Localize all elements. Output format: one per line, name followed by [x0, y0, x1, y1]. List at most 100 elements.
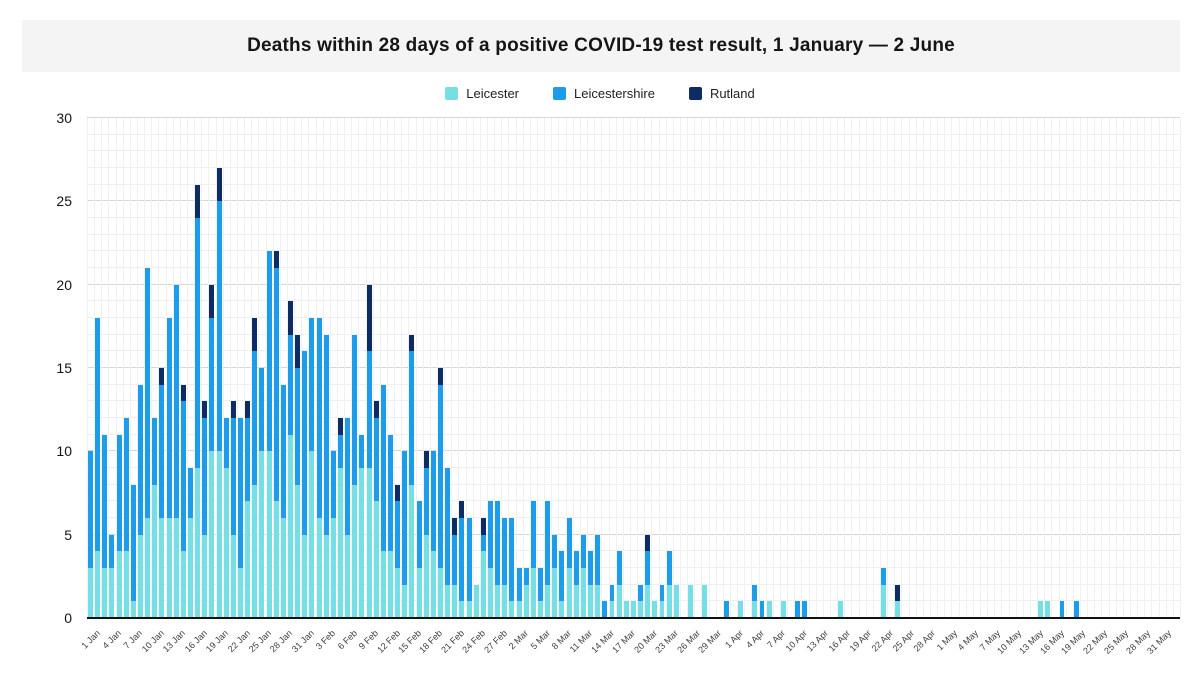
bar-29-jan[interactable] — [288, 301, 293, 618]
bar-18-mar[interactable] — [630, 601, 636, 618]
bar-28-mar[interactable] — [702, 584, 708, 618]
bar-1-mar[interactable] — [509, 518, 515, 618]
bar-7-mar[interactable] — [552, 534, 558, 618]
bar-6-feb[interactable] — [345, 418, 351, 618]
bar-23-mar[interactable] — [666, 551, 672, 618]
bar-16-mar[interactable] — [616, 551, 622, 618]
bar-6-mar[interactable] — [545, 501, 551, 618]
bar-31-mar[interactable] — [723, 601, 729, 618]
bar-11-jan[interactable] — [159, 368, 165, 618]
bar-13-jan[interactable] — [173, 284, 179, 618]
bar-4-jan[interactable] — [109, 534, 115, 618]
bar-21-mar[interactable] — [652, 601, 658, 618]
bar-19-mar[interactable] — [638, 584, 643, 618]
bar-14-may[interactable] — [1038, 601, 1044, 618]
bar-4-feb[interactable] — [330, 451, 336, 618]
bar-13-mar[interactable] — [595, 534, 601, 618]
bar-26-feb[interactable] — [488, 501, 493, 618]
bar-28-feb[interactable] — [502, 518, 508, 618]
bar-19-may[interactable] — [1073, 601, 1079, 618]
bar-27-feb[interactable] — [495, 501, 501, 618]
bar-14-mar[interactable] — [602, 601, 608, 618]
bar-18-jan[interactable] — [209, 284, 215, 618]
bar-12-feb[interactable] — [388, 434, 393, 618]
bar-9-jan[interactable] — [145, 268, 151, 618]
bar-8-mar[interactable] — [559, 551, 565, 618]
bar-17-jan[interactable] — [202, 401, 208, 618]
bar-20-jan[interactable] — [223, 418, 229, 618]
bar-12-jan[interactable] — [166, 318, 172, 618]
legend-item-rutland[interactable]: Rutland — [688, 86, 755, 101]
bar-7-feb[interactable] — [352, 334, 358, 618]
bar-6-apr[interactable] — [766, 601, 772, 618]
bar-24-apr[interactable] — [895, 584, 901, 618]
bar-16-apr[interactable] — [838, 601, 844, 618]
bar-14-feb[interactable] — [402, 451, 408, 618]
bar-3-jan[interactable] — [102, 434, 108, 618]
legend-item-leicestershire[interactable]: Leicestershire — [553, 86, 655, 101]
bar-16-jan[interactable] — [195, 184, 201, 618]
bar-22-mar[interactable] — [659, 584, 665, 618]
bar-6-jan[interactable] — [123, 418, 129, 618]
bar-1-jan[interactable] — [88, 451, 93, 618]
bar-22-jan[interactable] — [238, 418, 243, 618]
bar-8-feb[interactable] — [359, 434, 365, 618]
bar-22-feb[interactable] — [459, 501, 465, 618]
bar-26-jan[interactable] — [266, 251, 272, 618]
bar-15-may[interactable] — [1045, 601, 1051, 618]
bar-2-feb[interactable] — [316, 318, 322, 618]
bar-8-jan[interactable] — [138, 384, 143, 618]
bar-10-feb[interactable] — [373, 401, 379, 618]
bar-12-mar[interactable] — [588, 551, 593, 618]
bar-15-feb[interactable] — [409, 334, 415, 618]
bar-25-jan[interactable] — [259, 368, 265, 618]
bar-27-jan[interactable] — [273, 251, 279, 618]
bar-5-feb[interactable] — [338, 418, 343, 618]
bar-19-jan[interactable] — [216, 168, 222, 618]
bar-17-may[interactable] — [1059, 601, 1065, 618]
bar-23-feb[interactable] — [466, 518, 472, 618]
bar-13-feb[interactable] — [395, 484, 401, 618]
bar-16-feb[interactable] — [416, 501, 422, 618]
bar-20-mar[interactable] — [645, 534, 651, 618]
bar-5-jan[interactable] — [116, 434, 122, 618]
bar-10-jan[interactable] — [152, 418, 158, 618]
bar-19-feb[interactable] — [438, 368, 443, 618]
bar-26-mar[interactable] — [688, 584, 694, 618]
bar-1-feb[interactable] — [309, 318, 315, 618]
bar-24-feb[interactable] — [473, 584, 479, 618]
bar-28-jan[interactable] — [280, 384, 286, 618]
bar-15-jan[interactable] — [188, 468, 193, 618]
bar-4-mar[interactable] — [530, 501, 536, 618]
bar-2-apr[interactable] — [738, 601, 744, 618]
legend-item-leicester[interactable]: Leicester — [445, 86, 519, 101]
bar-20-feb[interactable] — [445, 468, 451, 618]
bar-14-jan[interactable] — [180, 384, 186, 618]
bar-3-feb[interactable] — [323, 334, 329, 618]
bar-15-mar[interactable] — [609, 584, 615, 618]
bar-24-jan[interactable] — [252, 318, 258, 618]
bar-22-apr[interactable] — [880, 568, 886, 618]
bar-17-feb[interactable] — [423, 451, 429, 618]
bar-8-apr[interactable] — [780, 601, 786, 618]
bar-5-mar[interactable] — [538, 568, 543, 618]
bar-2-mar[interactable] — [516, 568, 522, 618]
bar-5-apr[interactable] — [759, 601, 765, 618]
bar-21-feb[interactable] — [452, 518, 458, 618]
bar-17-mar[interactable] — [623, 601, 629, 618]
bar-11-feb[interactable] — [380, 384, 386, 618]
bar-25-feb[interactable] — [480, 518, 486, 618]
bar-18-feb[interactable] — [430, 451, 436, 618]
bar-10-apr[interactable] — [795, 601, 801, 618]
bar-24-mar[interactable] — [673, 584, 679, 618]
bar-3-mar[interactable] — [523, 568, 529, 618]
bar-9-mar[interactable] — [566, 518, 572, 618]
bar-23-jan[interactable] — [245, 401, 251, 618]
bar-9-feb[interactable] — [366, 284, 372, 618]
bar-11-mar[interactable] — [580, 534, 586, 618]
bar-10-mar[interactable] — [573, 551, 579, 618]
bar-11-apr[interactable] — [802, 601, 808, 618]
bar-4-apr[interactable] — [752, 584, 758, 618]
bar-7-jan[interactable] — [130, 484, 136, 618]
bar-21-jan[interactable] — [230, 401, 236, 618]
